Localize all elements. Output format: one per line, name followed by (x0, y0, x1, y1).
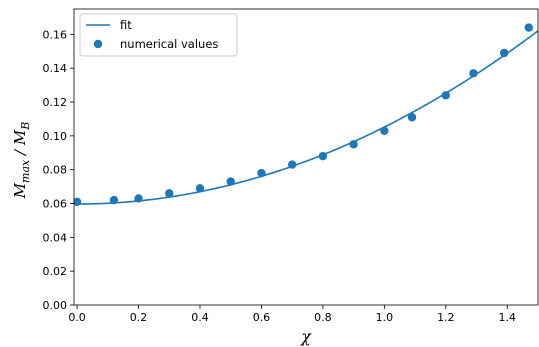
data-point (349, 140, 358, 149)
x-tick-label: 1.2 (437, 311, 455, 324)
y-axis-label-base: M (11, 182, 29, 199)
y-tick-label: 0.10 (43, 130, 68, 143)
data-point (74, 197, 82, 207)
y-tick-label: 0.00 (43, 299, 68, 312)
data-point (287, 160, 297, 169)
y-axis-label-sub2: B (19, 122, 32, 131)
x-tick-label: 0.6 (253, 311, 271, 324)
data-point (407, 113, 417, 122)
data-point (195, 184, 205, 193)
y-tick-label: 0.12 (43, 96, 68, 109)
y-tick-label: 0.02 (43, 265, 68, 278)
data-point (109, 195, 119, 205)
y-axis-label: Mmax / MB (11, 122, 32, 200)
data-point (499, 48, 509, 58)
legend-label-fit: fit (120, 18, 132, 32)
fit-line (74, 30, 538, 205)
x-tick-label: 0.4 (191, 311, 209, 324)
data-point (380, 126, 389, 135)
data-point (165, 189, 174, 198)
axes (73, 8, 539, 306)
data-point (318, 151, 328, 161)
data-point (134, 194, 143, 203)
y-axis-ticks: 0.00 0.02 0.04 0.06 0.08 0.10 0.12 0.14 0.16 (43, 28, 74, 312)
legend-numerical-marker (93, 39, 103, 49)
legend-box (79, 13, 238, 57)
y-tick-label: 0.08 (43, 164, 68, 177)
x-axis-label: χ (300, 327, 312, 346)
data-point (524, 23, 533, 32)
y-axis-label-sub1: max (19, 159, 32, 183)
x-tick-label: 1.4 (499, 311, 517, 324)
y-tick-label: 0.06 (43, 198, 68, 211)
data-point (226, 177, 235, 186)
plot-area (74, 23, 538, 207)
x-tick-label: 0.8 (314, 311, 332, 324)
x-tick-label: 0.0 (68, 311, 86, 324)
y-tick-label: 0.04 (43, 231, 68, 244)
legend-label-numerical-values: numerical values (120, 37, 218, 51)
x-tick-label: 1.0 (376, 311, 394, 324)
x-axis-ticks: 0.0 0.2 0.4 0.6 0.8 1.0 1.2 1.4 (68, 305, 516, 324)
data-point (469, 69, 478, 78)
y-axis-label-base2: M (11, 129, 29, 146)
y-tick-label: 0.16 (43, 28, 68, 41)
data-point (441, 91, 451, 100)
y-tick-label: 0.14 (43, 62, 68, 75)
x-tick-label: 0.2 (130, 311, 148, 324)
axes-frame (73, 8, 539, 306)
legend: fit numerical values (79, 13, 238, 57)
y-axis-label-sep: / (11, 145, 29, 160)
data-point (257, 168, 266, 178)
